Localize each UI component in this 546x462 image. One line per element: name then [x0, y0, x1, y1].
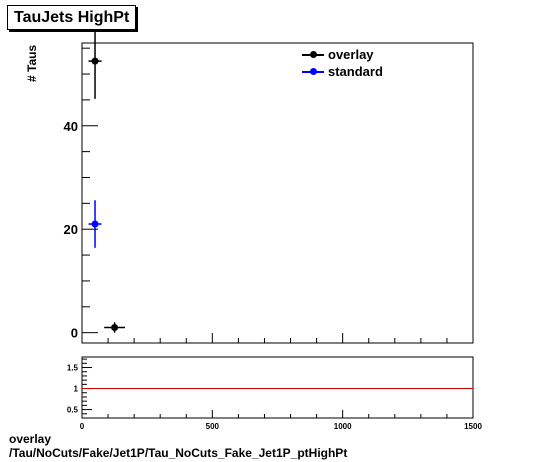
y-tick-label: 0 — [71, 326, 78, 341]
caption-line-2: /Tau/NoCuts/Fake/Jet1P/Tau_NoCuts_Fake_J… — [9, 446, 348, 460]
data-point-overlay — [111, 323, 119, 331]
y-tick-label: 20 — [64, 222, 78, 237]
caption-line-1: overlay — [9, 432, 52, 446]
ratio-y-tick-label: 0.5 — [67, 406, 79, 415]
main-frame — [81, 42, 474, 344]
legend-item-overlay: overlay — [300, 46, 383, 63]
legend-label-standard: standard — [328, 64, 383, 79]
legend-label-overlay: overlay — [328, 47, 374, 62]
legend-marker-standard — [310, 68, 317, 75]
ratio-y-tick-label: 1 — [74, 385, 79, 394]
y-tick-label: 40 — [64, 119, 78, 134]
x-tick-label: 1500 — [464, 422, 482, 431]
legend-item-standard: standard — [300, 63, 383, 80]
y-axis-label: # Taus — [25, 45, 39, 82]
ratio-axes: 0.5 1 1.5 0 500 1000 1500 — [67, 356, 482, 431]
chart-title: TauJets HighPt — [7, 5, 137, 30]
main-data-marks — [88, 23, 126, 333]
ratio-y-tick-label: 1.5 — [67, 364, 79, 373]
legend: overlay standard — [300, 46, 383, 80]
legend-marker-overlay — [310, 51, 317, 58]
data-point-standard — [91, 220, 99, 228]
x-tick-label: 1000 — [334, 422, 352, 431]
data-point-overlay — [91, 57, 99, 65]
x-tick-label: 0 — [80, 422, 85, 431]
x-tick-label: 500 — [206, 422, 220, 431]
main-axes: 0 20 40 — [64, 42, 474, 344]
ratio-frame — [81, 356, 474, 419]
